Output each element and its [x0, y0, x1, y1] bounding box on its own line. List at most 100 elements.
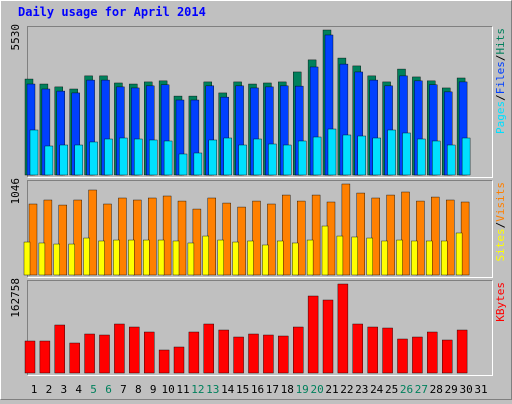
bar	[218, 329, 229, 374]
y-tick-label: 162758	[9, 278, 22, 318]
x-tick-label: 7	[120, 383, 127, 396]
panel-border-light	[27, 180, 493, 278]
legend-entry: Visits	[494, 182, 507, 222]
legend-separator: /	[494, 55, 507, 62]
x-tick-label: 29	[445, 383, 458, 396]
bar	[455, 232, 463, 276]
bar	[337, 283, 349, 374]
legend-entry: Hits	[494, 28, 507, 55]
bar	[172, 240, 180, 276]
bar	[203, 323, 215, 374]
legend-entry: KBytes	[494, 282, 507, 322]
bar	[192, 208, 202, 276]
bar	[193, 152, 203, 176]
x-tick-label: 14	[221, 383, 235, 396]
bar	[69, 342, 80, 374]
x-tick-label: 22	[340, 383, 353, 396]
bar	[247, 240, 254, 276]
x-tick-label: 31	[474, 383, 487, 396]
bar	[442, 339, 453, 374]
bar	[84, 333, 95, 374]
bar	[447, 144, 456, 176]
bar	[386, 194, 395, 276]
bar	[119, 137, 128, 176]
bar	[416, 200, 425, 276]
bar	[223, 137, 232, 176]
bar	[238, 144, 247, 176]
bar	[59, 144, 68, 176]
bar	[142, 239, 150, 276]
bar	[278, 335, 289, 374]
panel-border-light	[27, 280, 493, 376]
bar	[43, 199, 53, 276]
x-tick-label: 12	[191, 383, 204, 396]
bar	[381, 240, 388, 276]
bar	[387, 129, 396, 176]
bar	[371, 197, 380, 276]
bar	[411, 240, 418, 276]
bar	[427, 331, 438, 374]
bar	[426, 240, 433, 276]
bar	[263, 334, 274, 374]
x-tick-label: 3	[60, 383, 67, 396]
bar	[298, 140, 307, 176]
bar	[143, 331, 155, 374]
bar	[306, 239, 314, 276]
bar	[312, 136, 322, 176]
bar	[44, 145, 54, 176]
bar	[217, 239, 224, 276]
bar	[232, 241, 239, 276]
bar	[233, 336, 244, 374]
bar	[307, 295, 319, 374]
bar	[53, 243, 60, 276]
bar	[177, 200, 187, 276]
bar	[401, 191, 410, 276]
bar	[366, 237, 373, 276]
x-tick-label: 11	[176, 383, 189, 396]
bar	[98, 240, 105, 276]
y-tick-label: 5530	[9, 24, 22, 51]
bar	[158, 349, 170, 374]
bar	[58, 204, 67, 276]
x-tick-label: 20	[310, 383, 323, 396]
bar	[456, 329, 468, 374]
legend-entry: Files	[494, 61, 507, 94]
bar	[147, 197, 157, 276]
x-tick-label: 13	[206, 383, 219, 396]
bar	[321, 225, 329, 276]
x-tick-label: 8	[135, 383, 142, 396]
x-tick-label: 10	[161, 383, 174, 396]
bar	[29, 129, 39, 176]
x-tick-label: 15	[236, 383, 249, 396]
bar	[356, 192, 365, 276]
x-tick-label: 9	[150, 383, 157, 396]
bar	[268, 143, 277, 176]
bar	[222, 202, 231, 276]
x-tick-label: 26	[400, 383, 413, 396]
bar	[382, 327, 393, 374]
bar	[114, 323, 125, 374]
legend-separator: /	[494, 222, 507, 229]
bar	[73, 199, 82, 276]
bar	[133, 199, 142, 276]
bar	[187, 242, 195, 276]
bar	[397, 338, 408, 374]
chart-title: Daily usage for April 2014	[18, 5, 206, 19]
bar	[178, 153, 188, 176]
x-tick-label: 2	[46, 383, 53, 396]
bar	[99, 334, 110, 374]
bar	[352, 323, 363, 374]
bar	[83, 237, 90, 276]
bar	[208, 139, 218, 176]
legend-separator: /	[494, 94, 507, 101]
bar	[38, 242, 46, 276]
bar	[74, 144, 83, 176]
bar	[292, 242, 299, 276]
x-tick-label: 25	[385, 383, 398, 396]
x-tick-label: 28	[430, 383, 443, 396]
bar	[129, 326, 140, 374]
bar	[446, 199, 455, 276]
x-tick-label: 1	[31, 383, 38, 396]
